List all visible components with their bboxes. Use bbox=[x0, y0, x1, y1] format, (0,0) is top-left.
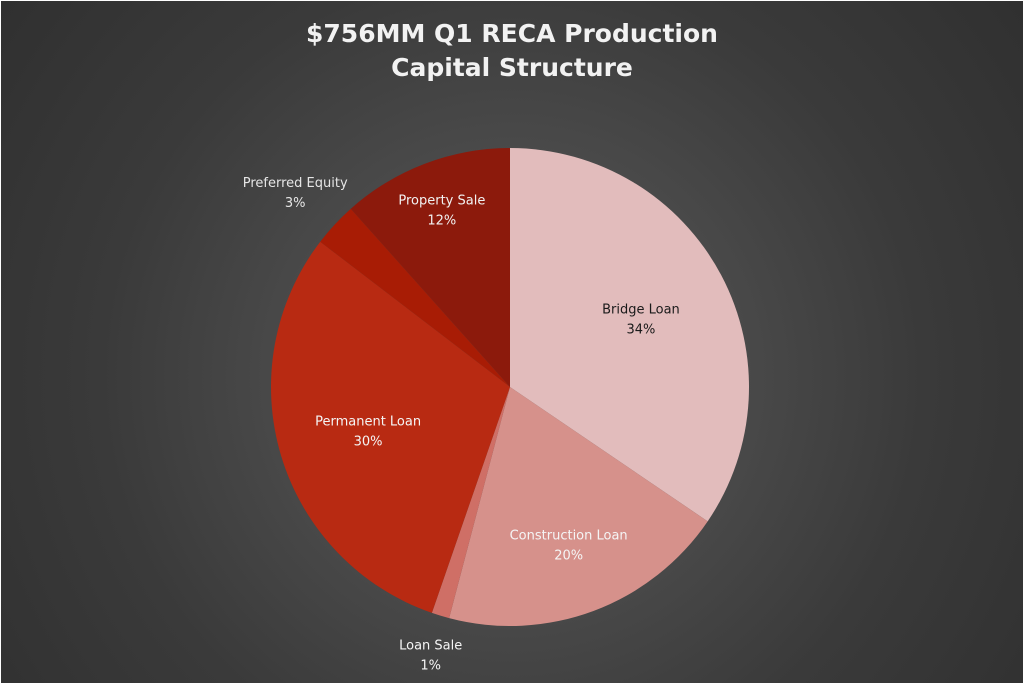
data-label-category: Property Sale bbox=[398, 193, 485, 208]
data-label-percentage: 3% bbox=[285, 196, 306, 211]
chart-title-line-1: $756MM Q1 RECA Production bbox=[306, 19, 718, 48]
data-label-percentage: 1% bbox=[420, 659, 441, 674]
data-label-category: Bridge Loan bbox=[602, 303, 680, 318]
data-label-percentage: 12% bbox=[427, 213, 456, 228]
data-label-property-sale: Property Sale 12% bbox=[398, 193, 485, 228]
pie-slice-bridge-loan bbox=[510, 148, 749, 522]
data-label-category: Permanent Loan bbox=[315, 415, 421, 430]
data-label-percentage: 30% bbox=[354, 435, 383, 450]
pie-slice-permanent-loan bbox=[271, 241, 510, 613]
data-label-construction-loan: Construction Loan 20% bbox=[510, 529, 628, 564]
pie-labels: Bridge Loan 34% Construction Loan 20% Loan S… bbox=[243, 176, 680, 673]
pie-slice-preferred-equity bbox=[320, 208, 510, 387]
data-label-category: Preferred Equity bbox=[243, 176, 348, 191]
data-label-loan-sale: Loan Sale 1% bbox=[399, 639, 462, 674]
data-label-permanent-loan: Permanent Loan 30% bbox=[315, 415, 421, 450]
data-label-preferred-equity: Preferred Equity 3% bbox=[243, 176, 348, 211]
data-label-category: Construction Loan bbox=[510, 529, 628, 544]
pie-slice-construction-loan bbox=[449, 387, 708, 626]
pie-slices bbox=[271, 148, 749, 626]
data-label-percentage: 20% bbox=[554, 549, 583, 564]
pie-slice-property-sale bbox=[350, 148, 510, 387]
data-label-bridge-loan: Bridge Loan 34% bbox=[602, 303, 680, 338]
chart-title: $756MM Q1 RECA Production Capital Struct… bbox=[1, 17, 1023, 85]
data-label-percentage: 34% bbox=[627, 323, 656, 338]
chart-title-line-2: Capital Structure bbox=[391, 53, 633, 82]
data-label-category: Loan Sale bbox=[399, 639, 462, 654]
pie-slice-loan-sale bbox=[431, 387, 510, 619]
